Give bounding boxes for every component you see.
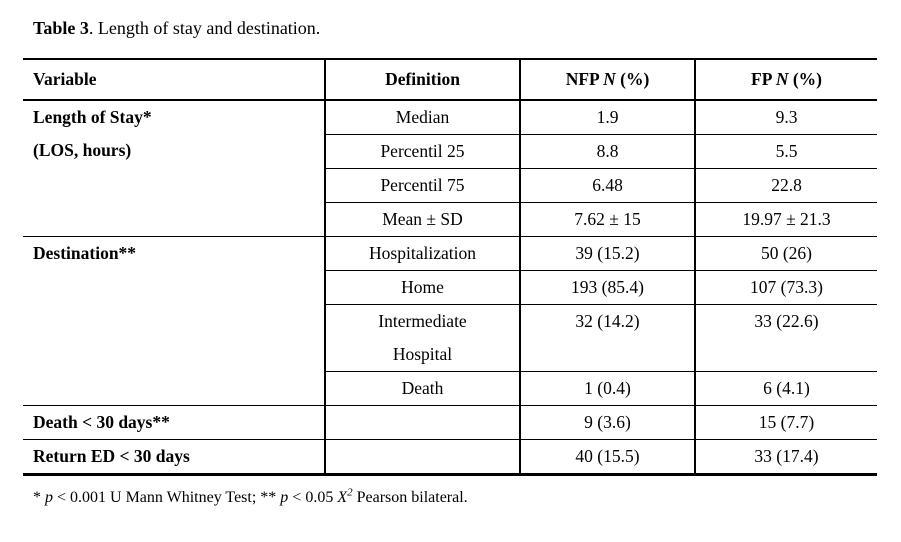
col-header-fp-n: N bbox=[775, 69, 789, 89]
definition-cell: Percentil 25 bbox=[324, 134, 520, 169]
variable-cell-return-ed: Return ED < 30 days bbox=[23, 439, 325, 476]
col-header-nfp-n: N bbox=[603, 69, 616, 89]
col-header-nfp-prefix: NFP bbox=[565, 69, 604, 89]
fp-value-cell: 15 (7.7) bbox=[694, 405, 877, 440]
definition-cell: Death bbox=[324, 371, 520, 406]
variable-cell-destination: Destination** bbox=[23, 236, 325, 406]
table-row: Home 193 (85.4) 107 (73.3) bbox=[23, 270, 877, 305]
nfp-value-cell: 40 (15.5) bbox=[519, 439, 695, 476]
header-row: Variable Definition NFP N (%) FP N (%) bbox=[23, 58, 877, 101]
nfp-value-cell: 39 (15.2) bbox=[519, 236, 695, 271]
table-row: Destination** Hospitalization 39 (15.2) … bbox=[23, 236, 877, 406]
footnote-text2: < 0.05 bbox=[288, 489, 338, 506]
col-header-nfp: NFP N (%) bbox=[519, 58, 695, 101]
table-row: Death 1 (0.4) 6 (4.1) bbox=[23, 371, 877, 406]
variable-cell-death-30: Death < 30 days** bbox=[23, 405, 325, 440]
table-row: Percentil 25 8.8 5.5 bbox=[23, 134, 877, 169]
col-header-nfp-suffix: (%) bbox=[615, 69, 650, 89]
fp-value-cell: 5.5 bbox=[694, 134, 877, 169]
footnote-p2: p bbox=[280, 489, 289, 506]
nfp-value-cell: 1 (0.4) bbox=[519, 371, 695, 406]
fp-value-cell: 33 (22.6) bbox=[694, 304, 877, 372]
footnote-text3: Pearson bilateral. bbox=[352, 489, 468, 506]
footnote-text1: < 0.001 U Mann Whitney Test; ** bbox=[53, 489, 281, 506]
fp-value-cell: 33 (17.4) bbox=[694, 439, 877, 476]
table-row: Death < 30 days** 9 (3.6) 15 (7.7) bbox=[23, 405, 877, 440]
nfp-value-cell: 6.48 bbox=[519, 168, 695, 203]
nfp-value-cell: 8.8 bbox=[519, 134, 695, 169]
definition-cell: Percentil 75 bbox=[324, 168, 520, 203]
footnote-p1: p bbox=[45, 489, 53, 506]
col-header-fp-prefix: FP bbox=[751, 69, 776, 89]
table-row: Percentil 75 6.48 22.8 bbox=[23, 168, 877, 203]
footnote-chi: X bbox=[337, 489, 348, 506]
col-header-variable: Variable bbox=[23, 58, 325, 101]
definition-cell: Median bbox=[324, 100, 520, 135]
table-row: Return ED < 30 days 40 (15.5) 33 (17.4) bbox=[23, 439, 877, 476]
fp-value-cell: 107 (73.3) bbox=[694, 270, 877, 305]
data-table: Variable Definition NFP N (%) FP N (%) L… bbox=[23, 58, 877, 476]
table-row: Length of Stay* (LOS, hours) Median 1.9 … bbox=[23, 100, 877, 237]
definition-cell-empty bbox=[324, 405, 520, 440]
variable-cell-los: Length of Stay* (LOS, hours) bbox=[23, 100, 325, 237]
table-caption-text: . Length of stay and destination. bbox=[88, 18, 321, 38]
definition-cell: Intermediate Hospital bbox=[324, 304, 520, 372]
nfp-value-cell: 193 (85.4) bbox=[519, 270, 695, 305]
nfp-value-cell: 7.62 ± 15 bbox=[519, 202, 695, 237]
footnote-star1: * bbox=[33, 489, 45, 506]
col-header-fp-suffix: (%) bbox=[788, 69, 822, 89]
footnote-chi-exponent: 2 bbox=[347, 486, 353, 499]
table-caption: Table 3. Length of stay and destination. bbox=[33, 15, 901, 41]
fp-value-cell: 50 (26) bbox=[694, 236, 877, 271]
col-header-fp: FP N (%) bbox=[694, 58, 877, 101]
fp-value-cell: 19.97 ± 21.3 bbox=[694, 202, 877, 237]
fp-value-cell: 9.3 bbox=[694, 100, 877, 135]
table-row: Mean ± SD 7.62 ± 15 19.97 ± 21.3 bbox=[23, 202, 877, 237]
definition-cell: Home bbox=[324, 270, 520, 305]
definition-cell: Hospitalization bbox=[324, 236, 520, 271]
table-caption-number: Table 3 bbox=[33, 18, 89, 38]
definition-cell: Mean ± SD bbox=[324, 202, 520, 237]
nfp-value-cell: 32 (14.2) bbox=[519, 304, 695, 372]
nfp-value-cell: 9 (3.6) bbox=[519, 405, 695, 440]
nfp-value-cell: 1.9 bbox=[519, 100, 695, 135]
fp-value-cell: 6 (4.1) bbox=[694, 371, 877, 406]
table-row: Intermediate Hospital 32 (14.2) 33 (22.6… bbox=[23, 304, 877, 372]
definition-cell-empty bbox=[324, 439, 520, 476]
fp-value-cell: 22.8 bbox=[694, 168, 877, 203]
table-footnote: * p < 0.001 U Mann Whitney Test; ** p < … bbox=[33, 487, 901, 509]
col-header-definition: Definition bbox=[324, 58, 520, 101]
